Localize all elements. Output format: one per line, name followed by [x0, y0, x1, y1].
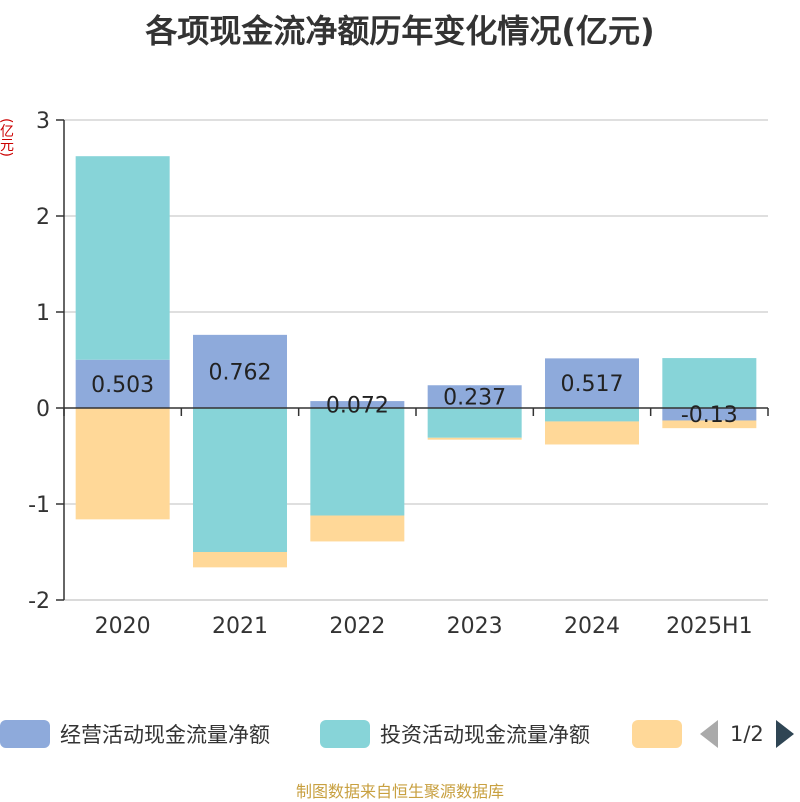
legend-pager: 1/2 — [700, 718, 794, 750]
y-tick-label: -1 — [28, 493, 50, 518]
pager-prev-icon[interactable] — [700, 720, 718, 748]
legend-label-investing: 投资活动现金流量净额 — [380, 723, 590, 747]
bar-3-2024 — [545, 421, 639, 445]
legend-item-financing[interactable] — [632, 718, 682, 750]
legend: 经营活动现金流量净额 投资活动现金流量净额 — [0, 718, 800, 750]
bar-3-2025H1 — [662, 420, 757, 429]
bar-2-2024 — [545, 408, 639, 422]
bar-2-2021 — [193, 408, 287, 552]
bar-3-2020 — [75, 408, 170, 520]
y-tick-label: 0 — [36, 397, 50, 422]
x-tick-label: 2021 — [212, 614, 268, 639]
y-axis-unit: (亿元) — [0, 118, 14, 157]
bar-3-2022 — [310, 515, 405, 542]
bar-chart: -2 -1 0 1 2 3 2020 2021 2022 2023 2024 2025H1 0.503… — [28, 109, 769, 639]
bar-2-2022 — [310, 408, 405, 516]
bar-value-label: 0.072 — [326, 394, 389, 419]
bar-2-2025H1 — [662, 358, 757, 408]
source-footer: 制图数据来自恒生聚源数据库 — [295, 782, 504, 801]
x-tick-label: 2025H1 — [666, 614, 753, 639]
bar-1-2021 — [193, 334, 287, 408]
bar-1-2020 — [75, 359, 170, 408]
bar-value-labels: 0.503 0.762 0.072 0.237 0.517 -0.13 — [91, 360, 738, 428]
y-tick-label: 3 — [36, 109, 50, 134]
y-tick-label: 1 — [36, 301, 50, 326]
x-tick-label: 2023 — [447, 614, 503, 639]
legend-item-investing[interactable]: 投资活动现金流量净额 — [320, 718, 590, 750]
bar-3-2021 — [193, 552, 287, 568]
pager-text: 1/2 — [730, 722, 764, 746]
bar-3-2023 — [427, 437, 522, 440]
legend-swatch-financing — [632, 720, 682, 748]
legend-label-operating: 经营活动现金流量净额 — [60, 723, 270, 747]
x-tick-label: 2024 — [564, 614, 620, 639]
bars — [75, 156, 757, 568]
legend-swatch-investing — [320, 720, 370, 748]
bar-value-label: 0.503 — [91, 373, 154, 398]
bar-2-2023 — [427, 408, 522, 438]
bar-1-2025H1 — [662, 408, 757, 421]
grid-lines — [64, 119, 768, 601]
legend-swatch-operating — [0, 720, 50, 748]
bar-1-2023 — [427, 385, 522, 408]
legend-item-operating[interactable]: 经营活动现金流量净额 — [0, 718, 270, 750]
y-tick-label: 2 — [36, 205, 50, 230]
pager-next-icon[interactable] — [775, 720, 794, 748]
bar-value-label: 0.517 — [561, 372, 624, 397]
chart-title: 各项现金流净额历年变化情况(亿元) — [145, 12, 655, 50]
bar-value-label: 0.237 — [443, 386, 506, 411]
bar-2-2020 — [75, 156, 170, 360]
y-tick-label: -2 — [28, 589, 50, 614]
bar-value-label: 0.762 — [209, 360, 272, 385]
axes: -2 -1 0 1 2 3 2020 2021 2022 2023 2024 2025H1 — [28, 109, 769, 639]
x-tick-label: 2022 — [329, 614, 385, 639]
bar-value-label: -0.13 — [681, 403, 738, 428]
bar-1-2024 — [545, 358, 639, 408]
x-tick-label: 2020 — [95, 614, 151, 639]
bar-1-2022 — [310, 401, 405, 408]
